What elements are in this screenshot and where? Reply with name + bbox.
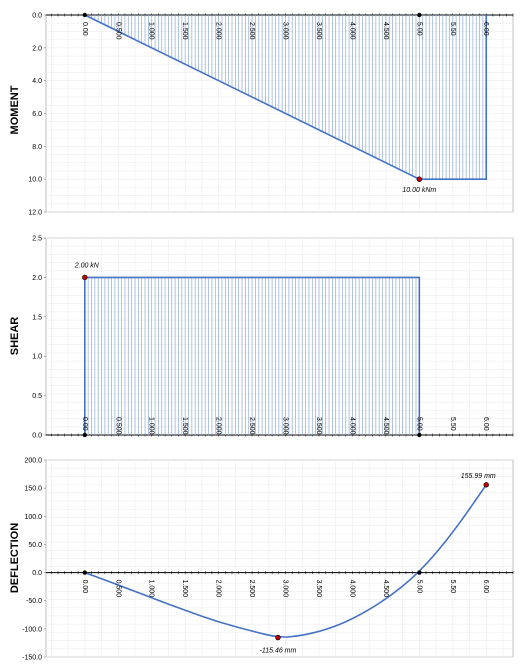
x-tick-label: 0.00 <box>81 22 88 36</box>
y-tick-label: 1.5 <box>32 314 42 321</box>
x-tick-label: 5.50 <box>449 22 456 36</box>
x-tick-label: 2.500 <box>248 580 255 598</box>
x-tick-label: 3.000 <box>282 417 289 435</box>
x-tick-label: 5.50 <box>449 580 456 594</box>
x-tick-label: 0.500 <box>114 417 121 435</box>
y-tick-label: 4.0 <box>32 78 42 85</box>
support-marker <box>417 570 422 575</box>
y-tick-label: 8.0 <box>32 144 42 151</box>
x-tick-label: 0.500 <box>114 580 121 598</box>
y-tick-label: 6.0 <box>32 111 42 118</box>
x-tick-label: 0.00 <box>81 580 88 594</box>
chart-panel-3: 200.0 150.0 100.0 50.0 0.0 -50.0 -100.0 -150.0 D… <box>9 458 514 662</box>
x-tick-label: 1.500 <box>181 417 188 435</box>
annotation-point <box>483 482 489 488</box>
x-tick-label: 4.500 <box>382 22 389 40</box>
x-tick-label: 1.000 <box>148 580 155 598</box>
x-tick-label: 5.00 <box>415 580 422 594</box>
x-tick-label: 4.000 <box>348 22 355 40</box>
y-tick-label: 100.0 <box>24 514 42 521</box>
x-tick-label: 1.000 <box>148 22 155 40</box>
annotation-label: -115.46 mm <box>260 648 297 655</box>
y-tick-label: -150.0 <box>22 655 42 662</box>
x-tick-label: 2.500 <box>248 417 255 435</box>
y-tick-label: 2.5 <box>32 236 42 243</box>
x-tick-label: 2.000 <box>215 22 222 40</box>
x-tick-label: 5.00 <box>415 22 422 36</box>
y-axis-label: DEFLECTION <box>9 523 21 593</box>
x-tick-label: 3.500 <box>315 22 322 40</box>
chart-panel-1: 0.0 2.0 4.0 6.0 8.0 10.0 12.0 MOMENT 0.00 0.500 1.… <box>9 12 514 217</box>
y-tick-label: 0.0 <box>32 433 42 440</box>
x-tick-label: 6.00 <box>482 417 489 431</box>
support-marker <box>417 12 422 18</box>
x-tick-label: 3.500 <box>315 417 322 435</box>
y-tick-label: 200.0 <box>24 458 42 465</box>
x-tick-label: 3.000 <box>282 22 289 40</box>
y-tick-label: 1.0 <box>32 354 42 361</box>
x-tick-label: 5.00 <box>415 417 422 431</box>
y-axis-label: SHEAR <box>9 317 21 356</box>
x-tick-label: 1.500 <box>181 22 188 40</box>
annotation-label: 155.99 mm <box>461 473 496 480</box>
annotation-point <box>82 274 88 281</box>
support-marker <box>82 432 88 438</box>
y-tick-label: 12.0 <box>28 210 42 217</box>
annotation-point <box>275 634 281 641</box>
support-marker <box>417 432 422 438</box>
support-marker <box>82 12 88 18</box>
x-tick-label: 1.500 <box>181 580 188 598</box>
support-marker <box>82 570 88 575</box>
annotation-label: 2.00 kN <box>74 262 100 269</box>
y-tick-label: 2.0 <box>32 45 42 52</box>
x-tick-label: 2.500 <box>248 22 255 40</box>
x-tick-label: 5.50 <box>449 417 456 431</box>
x-tick-label: 6.00 <box>482 580 489 594</box>
x-tick-label: 3.000 <box>282 580 289 598</box>
y-tick-label: -50.0 <box>26 598 42 605</box>
chart-panel-2: 0.0 0.5 1.0 1.5 2.0 2.5 SHEAR 0.00 0.500 1.000 1.5… <box>9 236 514 440</box>
x-tick-label: 4.000 <box>348 580 355 598</box>
x-tick-label: 0.500 <box>114 22 121 40</box>
x-tick-label: 4.000 <box>348 417 355 435</box>
y-tick-label: -100.0 <box>22 626 42 633</box>
x-tick-label: 4.500 <box>382 580 389 598</box>
y-tick-label: 0.0 <box>32 13 42 20</box>
y-tick-label: 0.0 <box>32 570 42 577</box>
x-tick-label: 6.00 <box>482 22 489 36</box>
x-tick-label: 3.500 <box>315 580 322 598</box>
y-tick-label: 10.0 <box>28 177 42 184</box>
diagram-outline <box>84 276 421 435</box>
x-tick-label: 1.000 <box>148 417 155 435</box>
annotation-label: 10.00 kNm <box>402 187 436 194</box>
y-tick-label: 0.5 <box>32 393 42 400</box>
y-tick-label: 50.0 <box>28 542 42 549</box>
diagram-outline <box>84 14 488 180</box>
x-tick-label: 4.500 <box>382 417 389 435</box>
y-tick-label: 150.0 <box>24 486 42 493</box>
y-axis-label: MOMENT <box>9 85 21 134</box>
x-tick-label: 2.000 <box>215 580 222 598</box>
y-tick-label: 2.0 <box>32 275 42 282</box>
x-tick-label: 2.000 <box>215 417 222 435</box>
x-tick-label: 0.00 <box>81 417 88 431</box>
annotation-point <box>416 176 423 182</box>
